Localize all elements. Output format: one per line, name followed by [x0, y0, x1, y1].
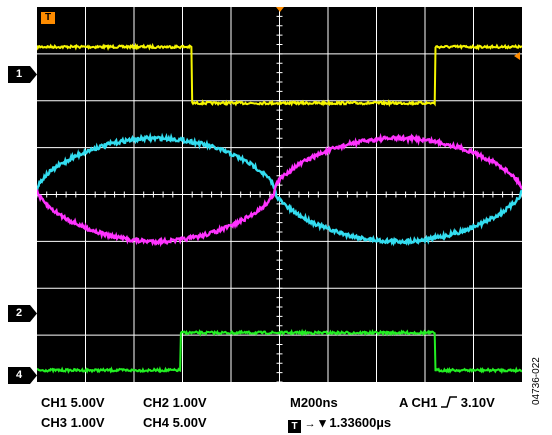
trigger-position: T → ▾ 1.33600µs [288, 415, 391, 433]
ch4-trace [37, 328, 522, 375]
ch2-trace [37, 132, 522, 248]
ch3-scale: CH3 1.00V [41, 415, 105, 430]
scope-screen [37, 7, 522, 382]
rising-edge-icon [441, 396, 458, 408]
trigger-delay: ▾ 1.33600µs [319, 415, 392, 430]
ch1-scale: CH1 5.00V [41, 395, 105, 410]
channel-1-marker: 1 [8, 66, 38, 83]
ch1-trace [37, 42, 522, 108]
trigger-level: 3.10V [460, 395, 495, 410]
scope-display [37, 7, 522, 382]
trigger-setting: A CH1 3.10V [399, 395, 495, 411]
ch3-trace [37, 131, 522, 247]
figure-id: 04736-022 [531, 357, 542, 405]
trigger-source: A CH1 [399, 395, 438, 410]
channel-2-marker-label: 2 [15, 307, 23, 319]
trigger-t-icon: T [288, 420, 301, 433]
channel-4-marker: 4 [8, 367, 38, 384]
trigger-position-icon [276, 7, 284, 12]
arrow-right-icon: → [304, 418, 316, 430]
graticule [37, 7, 522, 382]
ch4-scale: CH4 5.00V [143, 415, 207, 430]
channel-2-marker: 2 [8, 305, 38, 322]
ch2-scale: CH2 1.00V [143, 395, 207, 410]
channel-1-marker-label: 1 [15, 68, 23, 80]
trigger-level-icon [514, 52, 520, 60]
timebase: M200ns [290, 395, 338, 410]
trigger-marker-icon: T [41, 12, 55, 24]
channel-4-marker-label: 4 [15, 369, 23, 381]
